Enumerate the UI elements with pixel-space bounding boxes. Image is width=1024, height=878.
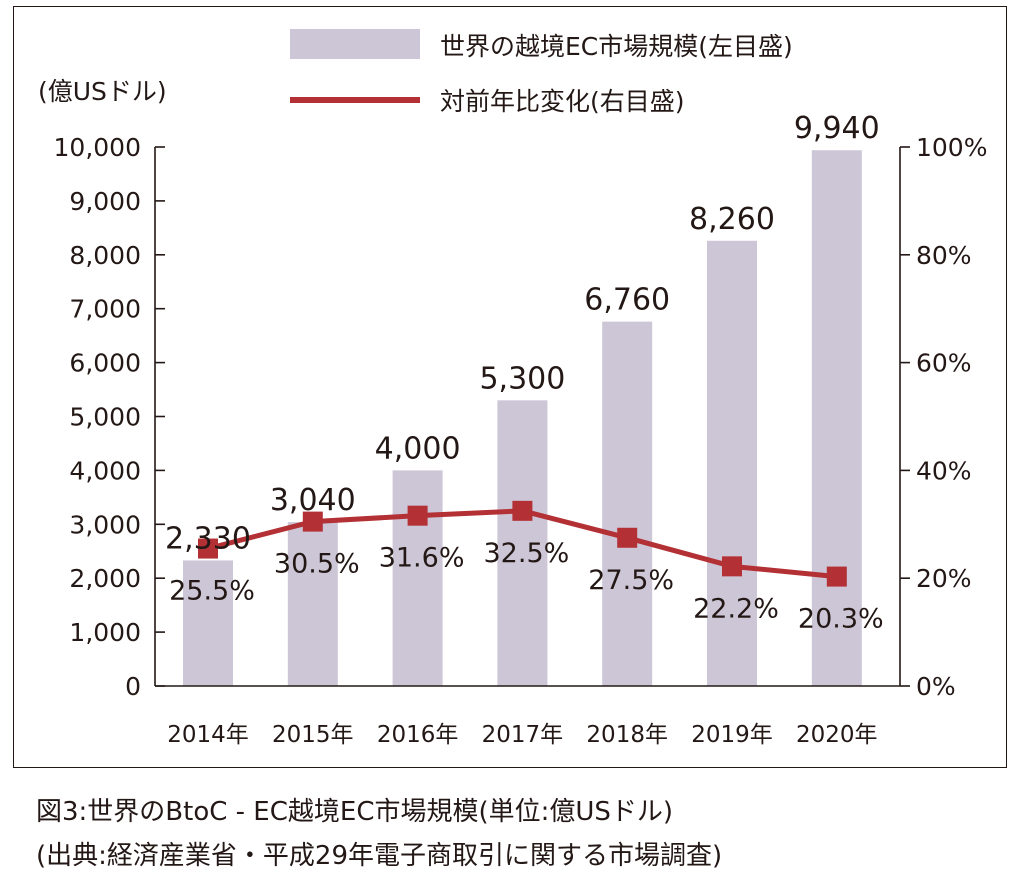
x-category-label-2: 2016年 bbox=[377, 722, 459, 748]
left-tick-label-5: 5,000 bbox=[69, 403, 141, 432]
left-tick-label-0: 0 bbox=[125, 672, 141, 701]
chart-canvas: 0 1,000 2,000 3,000 4,000 5,000 6,000 7,000 8,00… bbox=[38, 29, 987, 748]
legend-bar-swatch bbox=[290, 29, 420, 59]
left-tick-label-3: 3,000 bbox=[69, 510, 141, 539]
bar-value-label-1: 3,040 bbox=[270, 483, 356, 518]
x-category-label-1: 2015年 bbox=[272, 722, 354, 748]
growth-marker-5 bbox=[722, 556, 742, 577]
growth-marker-2 bbox=[407, 505, 428, 526]
x-category-label-4: 2018年 bbox=[586, 722, 668, 748]
growth-value-label-0: 25.5% bbox=[169, 576, 255, 607]
left-tick-label-9: 9,000 bbox=[69, 187, 141, 216]
bar-value-label-0: 2,330 bbox=[165, 521, 251, 556]
x-category-label-5: 2019年 bbox=[691, 722, 773, 748]
right-tick-label-2: 40% bbox=[916, 456, 972, 485]
growth-marker-4 bbox=[617, 527, 638, 548]
left-tick-label-10: 10,000 bbox=[54, 133, 141, 162]
bar-0 bbox=[183, 560, 233, 686]
caption-line-2: (出典:経済産業省・平成29年電子商取引に関する市場調査) bbox=[36, 841, 723, 871]
growth-value-label-5: 22.2% bbox=[693, 593, 779, 624]
growth-value-label-4: 27.5% bbox=[588, 565, 674, 596]
right-tick-label-5: 100% bbox=[916, 133, 987, 162]
left-tick-label-2: 2,000 bbox=[69, 564, 141, 593]
x-category-label-0: 2014年 bbox=[167, 722, 249, 748]
growth-marker-3 bbox=[512, 500, 533, 521]
growth-marker-6 bbox=[826, 566, 847, 587]
right-tick-label-3: 60% bbox=[916, 349, 972, 378]
figure-caption: 図3:世界のBtoC - EC越境EC市場規模(単位:億USドル) (出典:経済… bbox=[36, 790, 722, 878]
chart-frame bbox=[13, 6, 1007, 768]
bar-3 bbox=[497, 400, 548, 686]
bar-5 bbox=[707, 240, 757, 686]
left-tick-label-6: 6,000 bbox=[69, 349, 141, 378]
bar-2 bbox=[392, 470, 443, 686]
growth-marker-1 bbox=[302, 511, 323, 532]
growth-value-label-3: 32.5% bbox=[484, 538, 570, 569]
growth-value-label-2: 31.6% bbox=[379, 543, 465, 574]
right-tick-label-4: 80% bbox=[916, 241, 972, 270]
x-category-label-3: 2017年 bbox=[482, 722, 564, 748]
left-tick-label-8: 8,000 bbox=[69, 241, 141, 270]
left-tick-label-1: 1,000 bbox=[69, 618, 141, 647]
left-tick-label-7: 7,000 bbox=[69, 295, 141, 324]
growth-value-label-6: 20.3% bbox=[798, 604, 884, 635]
right-tick-label-0: 0% bbox=[916, 672, 956, 701]
left-tick-label-4: 4,000 bbox=[69, 456, 141, 485]
growth-value-label-1: 30.5% bbox=[274, 549, 360, 580]
caption-line-1: 図3:世界のBtoC - EC越境EC市場規模(単位:億USドル) bbox=[36, 797, 674, 827]
bar-value-label-3: 5,300 bbox=[479, 361, 565, 396]
legend-bar-label: 世界の越境EC市場規模(左目盛) bbox=[440, 32, 793, 61]
bar-value-label-6: 9,940 bbox=[794, 111, 880, 146]
legend-line-label: 対前年比変化(右目盛) bbox=[440, 87, 685, 116]
bar-value-label-5: 8,260 bbox=[689, 202, 775, 237]
left-axis-unit-label: (億USドル) bbox=[38, 77, 167, 106]
bar-6 bbox=[811, 150, 862, 686]
bar-4 bbox=[602, 321, 653, 686]
growth-marker-0 bbox=[198, 538, 218, 559]
bar-value-label-4: 6,760 bbox=[584, 283, 670, 318]
x-category-label-6: 2020年 bbox=[796, 722, 878, 748]
bar-1 bbox=[287, 522, 338, 686]
right-tick-label-1: 20% bbox=[916, 564, 972, 593]
bar-value-label-2: 4,000 bbox=[375, 431, 461, 466]
